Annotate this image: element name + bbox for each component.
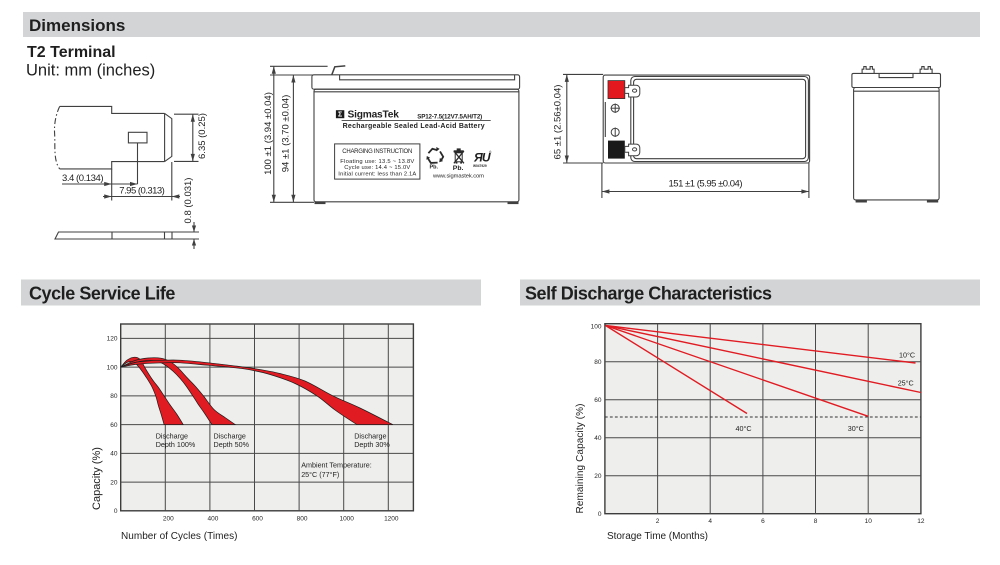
- svg-text:200: 200: [163, 516, 174, 523]
- svg-text:Capacity (%): Capacity (%): [91, 447, 103, 510]
- svg-text:0: 0: [114, 508, 118, 515]
- svg-text:3.4 (0.134): 3.4 (0.134): [62, 173, 104, 184]
- svg-text:80: 80: [110, 393, 118, 400]
- svg-text:Initial current: less than 2.1: Initial current: less than 2.1A: [338, 171, 416, 177]
- svg-text:10°C: 10°C: [899, 351, 915, 360]
- svg-text:12: 12: [917, 518, 925, 525]
- svg-text:Unit: mm (inches): Unit: mm (inches): [26, 62, 155, 80]
- svg-text:40°C: 40°C: [736, 424, 752, 433]
- svg-text:600: 600: [252, 516, 263, 523]
- svg-text:www.sigmastek.com: www.sigmastek.com: [432, 173, 484, 179]
- svg-text:65 ±1 (2.56±0.04): 65 ±1 (2.56±0.04): [553, 85, 564, 160]
- svg-text:8: 8: [814, 518, 818, 525]
- svg-text:Discharge: Discharge: [214, 431, 246, 440]
- svg-text:100 ±1 (3.94 ±0.04): 100 ±1 (3.94 ±0.04): [263, 92, 274, 175]
- svg-text:60: 60: [110, 422, 118, 429]
- svg-text:CHARGING INSTRUCTION: CHARGING INSTRUCTION: [342, 149, 412, 155]
- svg-text:W047929: W047929: [473, 164, 487, 168]
- svg-text:Cycle Service Life: Cycle Service Life: [29, 284, 175, 304]
- svg-text:400: 400: [207, 516, 218, 523]
- svg-text:151 ±1 (5.95 ±0.04): 151 ±1 (5.95 ±0.04): [669, 179, 743, 190]
- svg-text:20: 20: [594, 473, 602, 480]
- svg-text:40: 40: [594, 435, 602, 442]
- svg-text:Number of Cycles (Times): Number of Cycles (Times): [121, 531, 238, 542]
- svg-text:30°C: 30°C: [848, 424, 864, 433]
- svg-text:10: 10: [865, 518, 873, 525]
- svg-text:6.35 (0.25): 6.35 (0.25): [197, 113, 208, 159]
- svg-text:100: 100: [107, 364, 118, 371]
- svg-text:94 ±1 (3.70 ±0.04): 94 ±1 (3.70 ±0.04): [281, 95, 292, 173]
- svg-text:25°C: 25°C: [898, 379, 914, 388]
- svg-text:800: 800: [297, 516, 308, 523]
- svg-text:0.8 (0.031): 0.8 (0.031): [183, 178, 194, 224]
- svg-text:2: 2: [656, 518, 660, 525]
- svg-text:Floating use: 13.5 ~ 13.8V: Floating use: 13.5 ~ 13.8V: [340, 159, 414, 165]
- svg-text:Storage Time (Months): Storage Time (Months): [607, 531, 708, 542]
- svg-text:Dimensions: Dimensions: [29, 16, 125, 35]
- svg-text:40: 40: [110, 451, 118, 458]
- svg-text:Σ: Σ: [338, 111, 342, 118]
- svg-text:0: 0: [598, 511, 602, 518]
- svg-text:Remaining Capacity (%): Remaining Capacity (%): [575, 404, 586, 514]
- svg-text:Depth 50%: Depth 50%: [214, 440, 250, 449]
- svg-text:Depth 100%: Depth 100%: [156, 440, 196, 449]
- svg-text:80: 80: [594, 359, 602, 366]
- svg-text:Ambient Temperature:: Ambient Temperature:: [301, 461, 372, 470]
- svg-text:20: 20: [110, 479, 118, 486]
- svg-text:Pb.: Pb.: [453, 165, 464, 172]
- svg-text:Discharge: Discharge: [354, 431, 386, 440]
- svg-text:Cycle use: 14.4 ~ 15.0V: Cycle use: 14.4 ~ 15.0V: [344, 165, 410, 171]
- svg-text:7.95 (0.313): 7.95 (0.313): [119, 186, 165, 197]
- svg-text:SP12-7.5(12V7.5AH/T2): SP12-7.5(12V7.5AH/T2): [417, 114, 482, 121]
- svg-text:T2 Terminal: T2 Terminal: [27, 44, 116, 61]
- svg-text:1200: 1200: [384, 516, 399, 523]
- svg-text:25°C (77°F): 25°C (77°F): [301, 470, 339, 479]
- svg-text:Pb.: Pb.: [430, 165, 439, 171]
- svg-text:SigmasTek: SigmasTek: [348, 109, 400, 120]
- svg-text:Rechargeable Sealed Lead-Acid: Rechargeable Sealed Lead-Acid Battery: [343, 123, 485, 130]
- svg-text:Discharge: Discharge: [156, 431, 188, 440]
- svg-text:®: ®: [489, 151, 492, 155]
- svg-text:1000: 1000: [339, 516, 354, 523]
- svg-text:100: 100: [591, 324, 602, 331]
- svg-text:60: 60: [594, 397, 602, 404]
- svg-text:Depth 30%: Depth 30%: [354, 440, 390, 449]
- svg-text:6: 6: [761, 518, 765, 525]
- svg-text:120: 120: [107, 336, 118, 343]
- svg-text:4: 4: [708, 518, 712, 525]
- svg-text:Self Discharge Characteristics: Self Discharge Characteristics: [525, 284, 772, 304]
- svg-text:ЯU: ЯU: [473, 150, 491, 164]
